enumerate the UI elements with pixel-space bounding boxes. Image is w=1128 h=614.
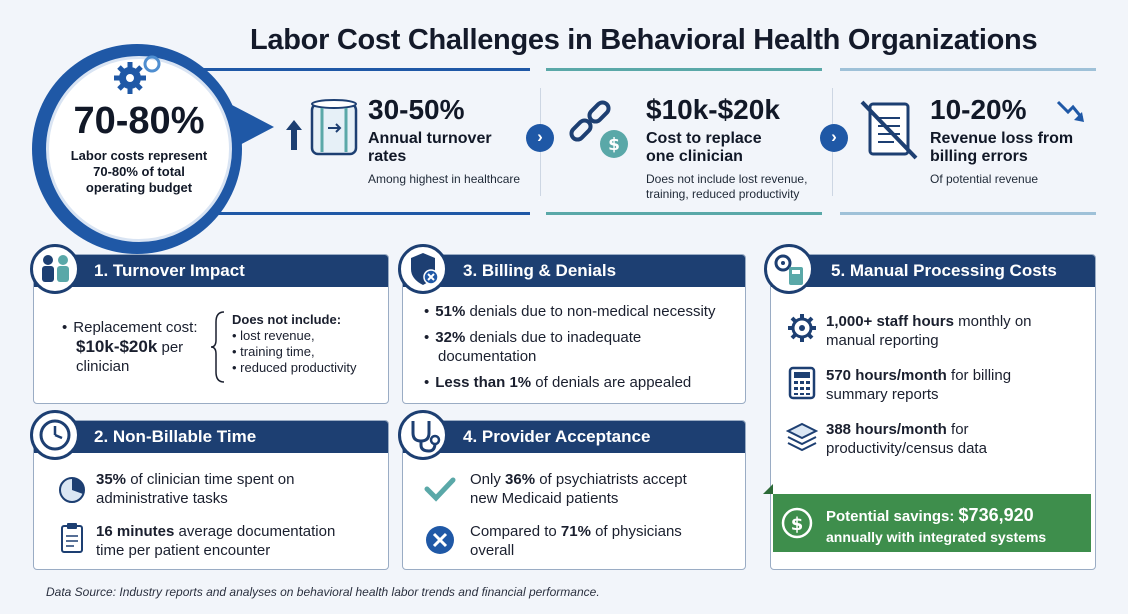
- turnover-cylinder-icon: [286, 99, 358, 156]
- card-title: 2. Non-Billable Time: [34, 421, 388, 453]
- stat-bottom-line: [290, 212, 530, 215]
- brace-icon: [210, 311, 225, 383]
- gears-icon: [114, 55, 161, 94]
- stat-replace-note: Does not include lost revenue, training, …: [646, 172, 808, 201]
- admin-time-text: 35% of clinician time spent on administr…: [96, 471, 295, 507]
- stat-replace-value: $10k-$20k: [646, 94, 780, 125]
- stat-turnover-label: Annual turnover rates: [368, 130, 492, 165]
- svg-text:$: $: [791, 514, 804, 535]
- chevron-right-icon: ›: [820, 124, 848, 152]
- hero-arrow-icon: [232, 105, 274, 149]
- hero-value: 70-80%: [73, 100, 205, 142]
- broken-chain-dollar-icon: $: [569, 100, 628, 158]
- data-source-note: Data Source: Industry reports and analys…: [46, 585, 600, 599]
- calculator-icon: [788, 366, 816, 400]
- physicians-text: Compared to 71% of physicians overall: [470, 523, 682, 559]
- list-item: 32% denials due to inadequate: [424, 328, 742, 347]
- gear-calculator-icon: [764, 244, 814, 294]
- card-title: 5. Manual Processing Costs: [771, 255, 1095, 287]
- card-turnover-impact: 1. Turnover Impact: [33, 254, 389, 404]
- x-circle-icon: [426, 526, 454, 554]
- stat-turnover-note: Among highest in healthcare: [368, 172, 521, 186]
- people-icon: [30, 244, 80, 294]
- card-billing-denials: 3. Billing & Denials: [402, 254, 746, 404]
- card-title: 4. Provider Acceptance: [403, 421, 745, 453]
- stat-top-line: [290, 68, 530, 71]
- stack-layers-icon: [786, 422, 818, 452]
- manual-reporting-text: 1,000+ staff hours monthly on manual rep…: [826, 313, 1032, 349]
- replacement-cost-text: Replacement cost: $10k-$20k per clinicia…: [62, 318, 198, 376]
- list-item: 51% denials due to non-medical necessity: [424, 302, 742, 321]
- stat-revenue-note: Of potential revenue: [930, 172, 1039, 186]
- dollar-circle-icon: $: [781, 507, 813, 539]
- stat-revenue-label: Revenue loss from billing errors: [930, 130, 1074, 165]
- chevron-right-icon: ›: [526, 124, 554, 152]
- clock-icon: [30, 410, 80, 460]
- excludes-list: Does not include: • lost revenue, • trai…: [232, 312, 357, 375]
- census-data-text: 388 hours/month for productivity/census …: [826, 421, 987, 457]
- billing-list: 51% denials due to non-medical necessity…: [424, 302, 742, 392]
- trend-down-icon: [1056, 100, 1084, 122]
- card-title: 1. Turnover Impact: [34, 255, 388, 287]
- savings-text: Potential savings: $736,920 annually wit…: [826, 505, 1047, 545]
- stat-top-line: [840, 68, 1096, 71]
- hero-description: Labor costs represent 70-80% of total op…: [70, 148, 208, 195]
- stat-revenue-value: 10-20%: [930, 94, 1027, 125]
- card-provider-acceptance: 4. Provider Acceptance: [402, 420, 746, 570]
- card-title: 3. Billing & Denials: [403, 255, 745, 287]
- stat-turnover-value: 30-50%: [368, 94, 465, 125]
- svg-text:$: $: [608, 135, 620, 155]
- card-non-billable-time: 2. Non-Billable Time: [33, 420, 389, 570]
- stat-top-line: [546, 68, 822, 71]
- stat-bottom-line: [840, 212, 1096, 215]
- shield-icon: [398, 244, 448, 294]
- page-title: Labor Cost Challenges in Behavioral Heal…: [250, 24, 1038, 56]
- psychiatrists-text: Only 36% of psychiatrists accept new Med…: [470, 471, 687, 507]
- stat-replace-label: Cost to replace one clinician: [646, 130, 762, 165]
- crossed-document-icon: [860, 100, 918, 160]
- savings-ribbon-fold: [763, 484, 773, 494]
- list-item: Less than 1% of denials are appealed: [424, 373, 742, 392]
- stat-bottom-line: [546, 212, 822, 215]
- billing-reports-text: 570 hours/month for billing summary repo…: [826, 367, 1012, 403]
- savings-banner: [773, 494, 1091, 552]
- documentation-time-text: 16 minutes average documentation time pe…: [96, 523, 336, 559]
- stethoscope-icon: [398, 410, 448, 460]
- clipboard-icon: [61, 523, 83, 553]
- pie-chart-icon: [59, 477, 85, 503]
- checkmark-icon: [424, 477, 456, 502]
- gear-icon: [788, 314, 816, 342]
